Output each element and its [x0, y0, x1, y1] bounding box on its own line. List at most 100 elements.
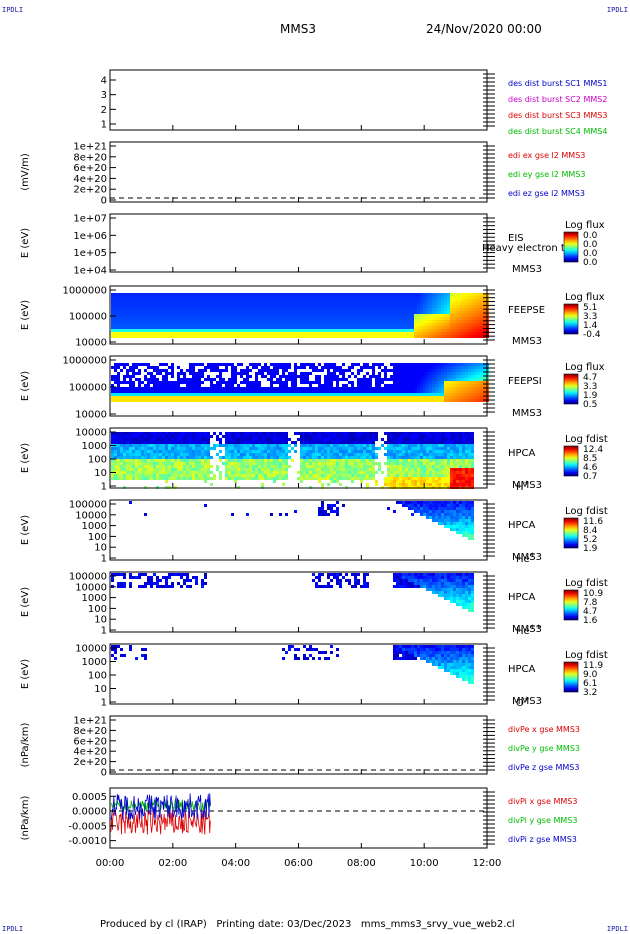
spectrogram-cell	[213, 296, 216, 299]
spectrogram-cell	[195, 399, 198, 402]
spectrogram-cell	[282, 369, 285, 372]
spectrogram-cell	[336, 435, 339, 438]
spectrogram-cell	[417, 308, 420, 311]
spectrogram-cell	[123, 453, 126, 456]
spectrogram-cell	[138, 326, 141, 329]
spectrogram-cell	[474, 296, 477, 299]
spectrogram-cell	[312, 302, 315, 305]
spectrogram-cell	[459, 390, 462, 393]
spectrogram-cell	[438, 375, 441, 378]
spectrogram-cell	[165, 335, 168, 338]
spectrogram-cell	[216, 444, 219, 447]
spectrogram-cell	[255, 329, 258, 332]
spectrogram-cell	[126, 293, 129, 296]
spectrogram-cell	[162, 311, 165, 314]
spectrogram-cell	[231, 384, 234, 387]
spectrogram-cell	[111, 311, 114, 314]
spectrogram-cell	[225, 450, 228, 453]
spectrogram-cell	[306, 305, 309, 308]
spectrogram-cell	[426, 308, 429, 311]
spectrogram-cell	[174, 477, 177, 480]
spectrogram-cell	[357, 378, 360, 381]
spectrogram-cell	[306, 314, 309, 317]
spectrogram-cell	[261, 474, 264, 477]
spectrogram-cell	[231, 444, 234, 447]
spectrogram-cell	[279, 396, 282, 399]
spectrogram-cell	[231, 369, 234, 372]
spectrogram-cell	[375, 447, 378, 450]
spectrogram-cell	[171, 329, 174, 332]
spectrogram-cell	[141, 459, 144, 462]
spectrogram-cell	[360, 447, 363, 450]
spectrogram-cell	[198, 293, 201, 296]
spectrogram-cell	[276, 381, 279, 384]
spectrogram-cell	[348, 323, 351, 326]
spectrogram-cell	[156, 299, 159, 302]
spectrogram-cell	[393, 335, 396, 338]
spectrogram-cell	[120, 450, 123, 453]
spectrogram-cell	[192, 320, 195, 323]
spectrogram-cell	[231, 468, 234, 471]
spectrogram-cell	[204, 456, 207, 459]
spectrogram-cell	[390, 320, 393, 323]
spectrogram-cell	[183, 393, 186, 396]
spectrogram-cell	[114, 311, 117, 314]
spectrogram-cell	[132, 477, 135, 480]
spectrogram-cell	[201, 474, 204, 477]
spectrogram-cell	[351, 326, 354, 329]
spectrogram-cell	[231, 372, 234, 375]
spectrogram-cell	[312, 305, 315, 308]
spectrogram-cell	[123, 311, 126, 314]
spectrogram-cell	[138, 293, 141, 296]
spectrogram-cell	[243, 329, 246, 332]
spectrogram-cell	[381, 299, 384, 302]
spectrogram-cell	[303, 450, 306, 453]
spectrogram-cell	[450, 332, 453, 335]
spectrogram-cell	[270, 453, 273, 456]
spectrogram-cell	[210, 399, 213, 402]
spectrogram-cell	[390, 311, 393, 314]
spectrogram-cell	[249, 453, 252, 456]
spectrogram-cell	[300, 438, 303, 441]
spectrogram-cell	[447, 293, 450, 296]
spectrogram-cell	[240, 326, 243, 329]
spectrogram-cell	[270, 332, 273, 335]
spectrogram-cell	[444, 335, 447, 338]
spectrogram-cell	[363, 468, 366, 471]
spectrogram-cell	[321, 390, 324, 393]
spectrogram-cell	[207, 387, 210, 390]
spectrogram-cell	[135, 432, 138, 435]
spectrogram-cell	[249, 474, 252, 477]
spectrogram-cell	[126, 393, 129, 396]
spectrogram-cell	[351, 480, 354, 483]
spectrogram-cell	[201, 396, 204, 399]
spectrogram-cell	[405, 332, 408, 335]
spectrogram-cell	[171, 293, 174, 296]
spectrogram-cell	[393, 459, 396, 462]
spectrogram-cell	[288, 332, 291, 335]
spectrogram-cell	[288, 308, 291, 311]
spectrogram-cell	[162, 444, 165, 447]
spectrogram-cell	[345, 453, 348, 456]
spectrogram-cell	[174, 384, 177, 387]
spectrogram-cell	[267, 293, 270, 296]
spectrogram-cell	[213, 474, 216, 477]
spectrogram-cell	[306, 441, 309, 444]
spectrogram-cell	[387, 390, 390, 393]
spectrogram-cell	[258, 435, 261, 438]
spectrogram-cell	[192, 299, 195, 302]
spectrogram-cell	[396, 438, 399, 441]
spectrogram-cell	[417, 396, 420, 399]
spectrogram-cell	[252, 384, 255, 387]
spectrogram-cell	[231, 399, 234, 402]
spectrogram-cell	[150, 390, 153, 393]
spectrogram-cell	[204, 462, 207, 465]
spectrogram-cell	[135, 302, 138, 305]
spectrogram-cell	[138, 462, 141, 465]
spectrogram-cell	[387, 396, 390, 399]
spectrogram-cell	[198, 471, 201, 474]
spectrogram-cell	[378, 296, 381, 299]
spectrogram-cell	[225, 438, 228, 441]
spectrogram-cell	[276, 311, 279, 314]
spectrogram-cell	[279, 296, 282, 299]
